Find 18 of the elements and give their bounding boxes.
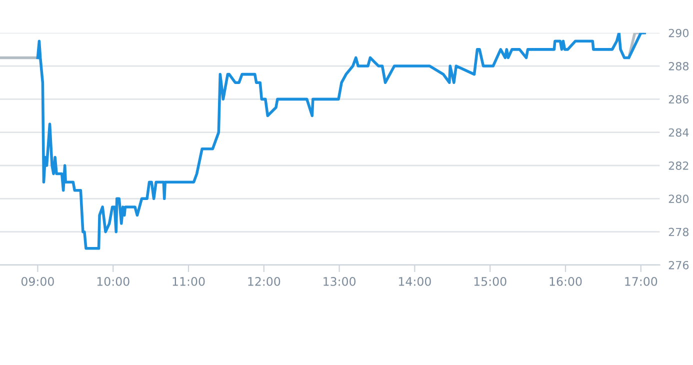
y-tick-label: 288 (668, 62, 689, 70)
x-tick-label: 17:00 (625, 277, 658, 286)
y-tick-label: 280 (668, 194, 689, 204)
x-tick-label: 11:00 (172, 277, 205, 286)
y-tick-label: 282 (668, 161, 688, 170)
x-tick-label: 09:00 (21, 277, 54, 286)
x-tick-label: 10:00 (97, 277, 130, 286)
y-tick-label: 284 (668, 128, 689, 137)
x-tick-label: 14:00 (398, 277, 431, 286)
y-tick-label: 286 (668, 95, 689, 104)
y-tick-label: 290 (668, 28, 689, 38)
x-tick-label: 15:00 (474, 277, 506, 286)
y-tick-label: 276 (668, 260, 689, 270)
line-series (36, 32, 646, 250)
y-tick-label: 278 (668, 228, 689, 236)
x-tick-label: 12:00 (248, 277, 280, 286)
x-tick-label: 13:00 (324, 277, 356, 286)
x-tick-label: 16:00 (550, 277, 582, 286)
